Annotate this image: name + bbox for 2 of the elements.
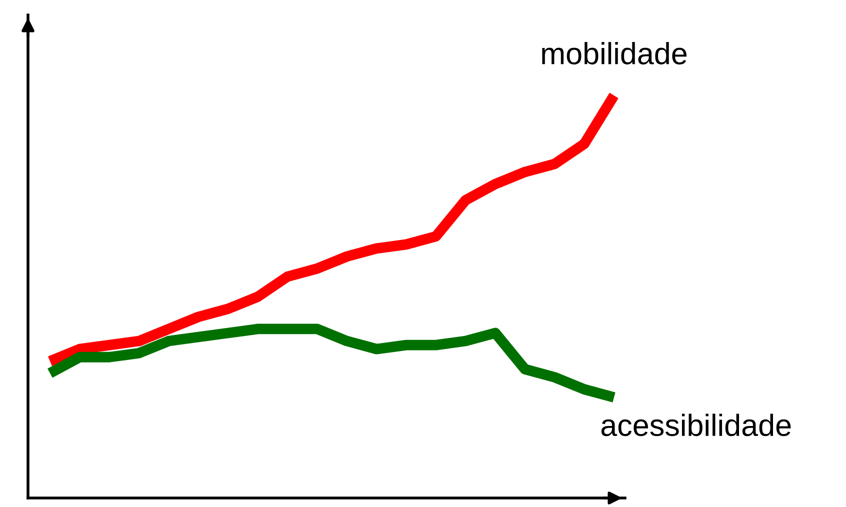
series-label: mobilidade: [542, 42, 687, 64]
series-label: acessibilidade: [601, 414, 791, 436]
